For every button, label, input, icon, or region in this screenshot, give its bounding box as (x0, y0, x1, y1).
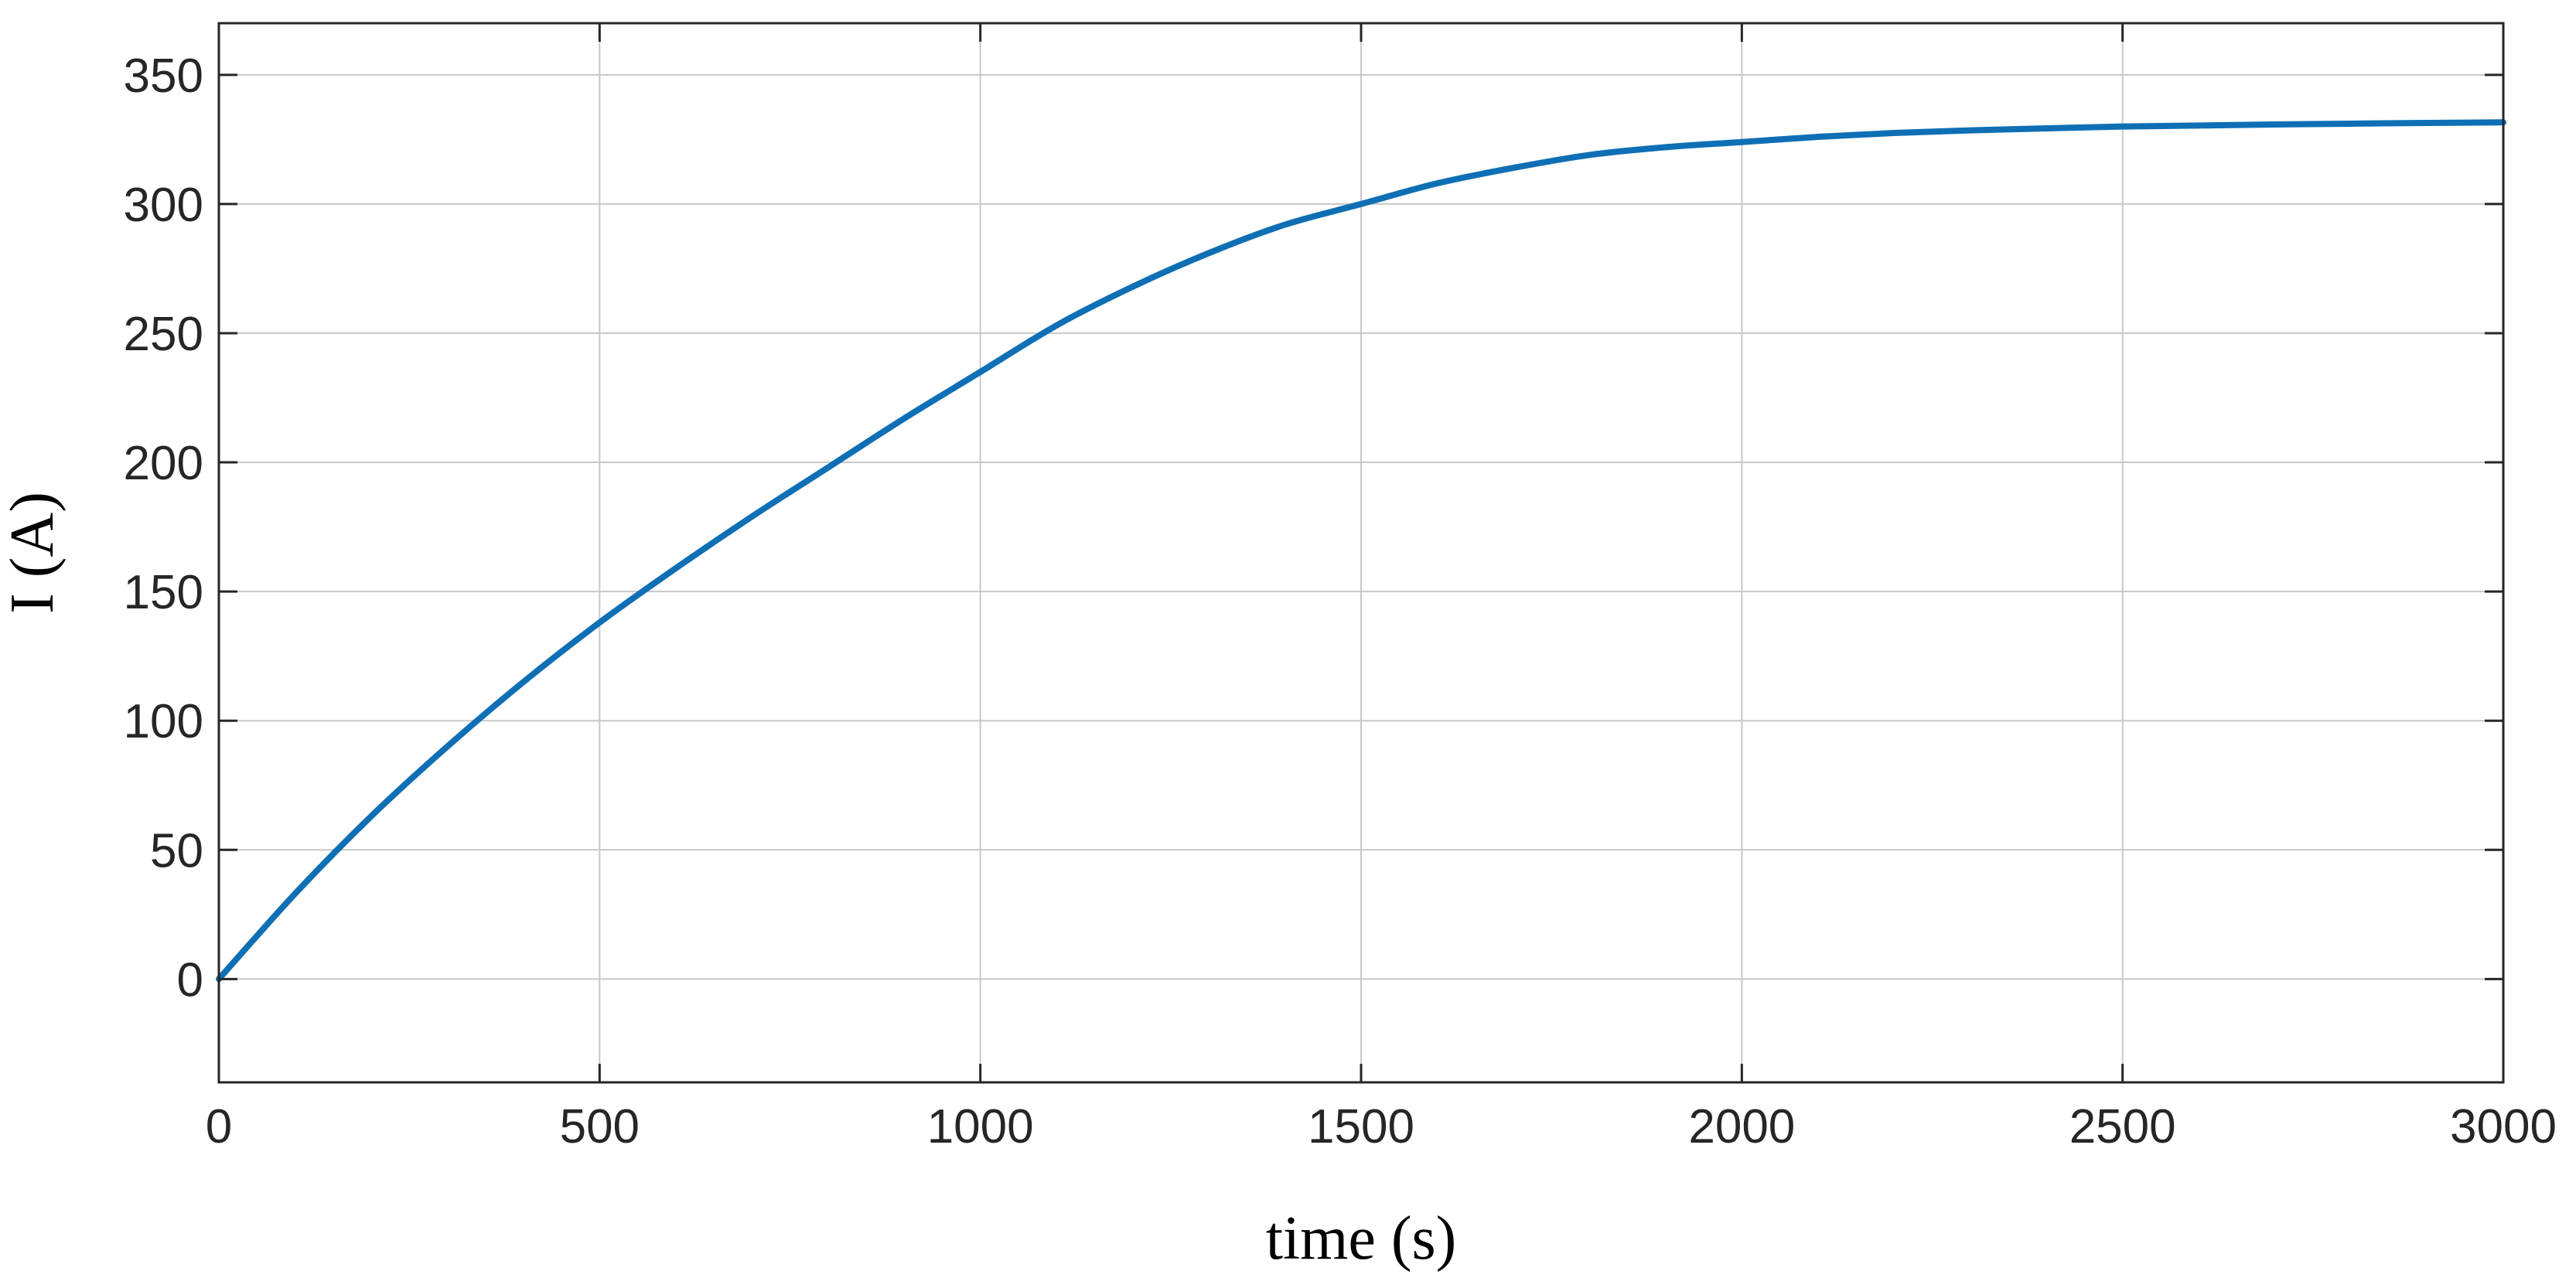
x-axis-title: time (s) (1266, 1205, 1457, 1273)
y-tick-label: 150 (124, 566, 203, 619)
y-tick-label: 100 (124, 695, 203, 748)
x-tick-label: 2000 (1688, 1100, 1795, 1153)
data-point (444, 744, 450, 750)
data-point (1738, 139, 1745, 145)
series-line-current (216, 119, 2506, 983)
y-axis-title: I (A) (0, 492, 67, 614)
data-point (1586, 152, 1592, 158)
data-point (2424, 120, 2431, 126)
data-point (368, 813, 374, 819)
data-point (1358, 201, 1364, 207)
data-point (1053, 322, 1059, 329)
x-tick-label: 2500 (2069, 1100, 2176, 1153)
data-point (1663, 144, 1669, 150)
x-tick-label: 0 (206, 1100, 232, 1153)
data-point (901, 415, 907, 421)
data-point (1815, 134, 1821, 140)
data-point (2348, 121, 2354, 127)
ticks (217, 23, 2505, 1082)
data-point (978, 369, 984, 375)
data-point (749, 513, 755, 520)
data-point (1206, 250, 1212, 256)
x-tick-labels: 0 500 1000 1500 2000 2500 3000 (206, 1100, 2557, 1153)
y-tick-label: 0 (177, 953, 203, 1007)
x-tick-label: 3000 (2450, 1100, 2557, 1153)
y-tick-label: 250 (124, 308, 203, 361)
data-point (2120, 124, 2126, 130)
y-tick-label: 300 (124, 179, 203, 232)
x-tick-label: 1500 (1308, 1100, 1414, 1153)
data-point (1130, 284, 1136, 290)
data-point (825, 465, 831, 471)
data-point (596, 619, 602, 625)
data-point (1967, 128, 1974, 134)
grid (218, 23, 2504, 1082)
data-point (673, 565, 679, 571)
data-point (1510, 165, 1517, 171)
x-tick-label: 500 (560, 1100, 640, 1153)
data-point (2272, 121, 2278, 128)
data-point (292, 891, 298, 897)
data-point (1891, 130, 1897, 136)
series-group (216, 119, 2506, 983)
y-tick-label: 50 (150, 824, 203, 877)
x-tick-label: 1000 (927, 1100, 1034, 1153)
data-point (2043, 125, 2049, 131)
data-point (2196, 122, 2202, 128)
y-tick-label: 350 (124, 49, 203, 103)
data-point (1282, 222, 1288, 228)
y-tick-label: 200 (124, 437, 203, 490)
y-tick-labels: 0 50 100 150 200 250 300 350 (124, 49, 203, 1007)
data-point (1434, 180, 1440, 186)
data-point (520, 679, 527, 685)
